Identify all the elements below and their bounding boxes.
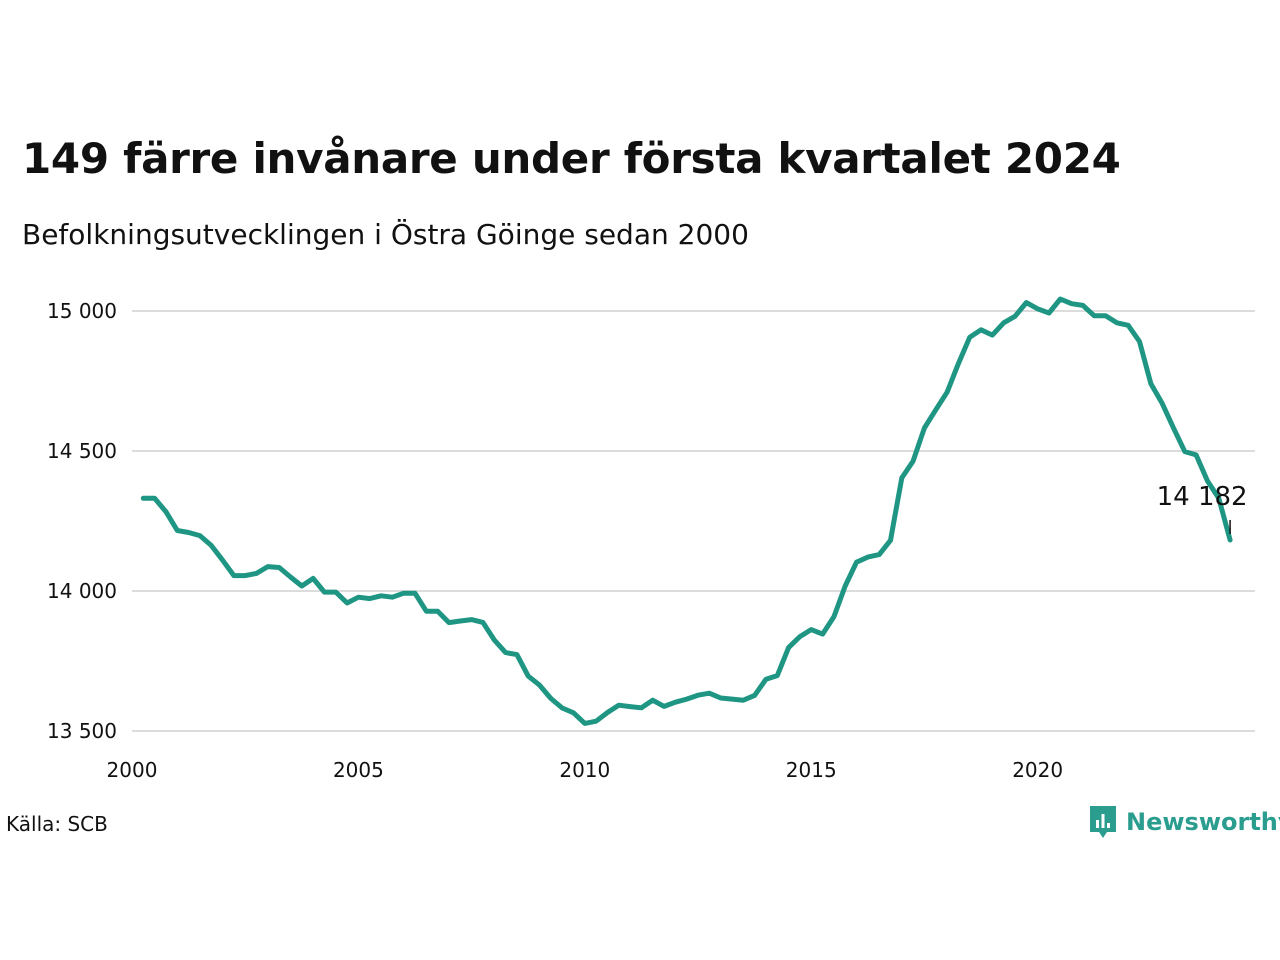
- y-tick-label: 15 000: [47, 299, 117, 323]
- x-axis-ticks: 2000 2005 2010 2015 2020: [107, 758, 1064, 782]
- x-tick-label: 2020: [1012, 758, 1063, 782]
- y-axis-ticks: 13 500 14 000 14 500 15 000: [47, 299, 117, 743]
- y-tick-label: 13 500: [47, 719, 117, 743]
- gridlines: [132, 310, 1255, 732]
- y-tick-label: 14 500: [47, 439, 117, 463]
- population-line: [140, 296, 1233, 726]
- x-tick-label: 2000: [107, 758, 158, 782]
- source-note: Källa: SCB: [6, 812, 108, 836]
- newsworthy-logo-icon: [1090, 806, 1116, 838]
- x-tick-label: 2010: [559, 758, 610, 782]
- x-tick-label: 2005: [333, 758, 384, 782]
- chart-subtitle: Befolkningsutvecklingen i Östra Göinge s…: [22, 218, 749, 251]
- chart-title: 149 färre invånare under första kvartale…: [22, 134, 1121, 183]
- end-value-label: 14 182: [1157, 482, 1248, 512]
- brand-logo[interactable]: Newsworthy: [1088, 804, 1280, 840]
- x-tick-label: 2015: [786, 758, 837, 782]
- y-tick-label: 14 000: [47, 579, 117, 603]
- brand-name: Newsworthy: [1126, 808, 1280, 836]
